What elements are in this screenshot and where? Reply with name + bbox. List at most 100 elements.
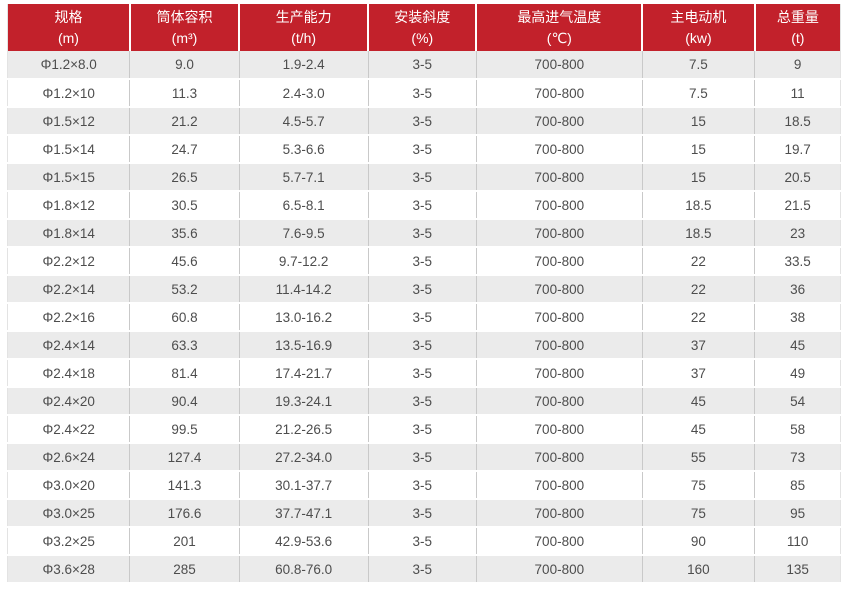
table-cell: 3-5 bbox=[368, 219, 477, 248]
table-cell: Φ3.0×25 bbox=[7, 499, 131, 528]
table-cell: 60.8-76.0 bbox=[239, 555, 369, 584]
table-cell: 24.7 bbox=[129, 135, 240, 164]
table-cell: Φ2.6×24 bbox=[7, 443, 131, 472]
table-cell: 201 bbox=[129, 527, 240, 556]
column-header-unit: (m³) bbox=[171, 29, 198, 46]
table-cell: 13.0-16.2 bbox=[239, 303, 369, 332]
table-cell: 3-5 bbox=[368, 359, 477, 388]
table-cell: 55 bbox=[642, 443, 756, 472]
table-row: Φ1.5×14 24.7 5.3-6.6 3-5 700-800 15 19.7 bbox=[7, 135, 841, 164]
column-header-5: 主电动机 (kw) bbox=[642, 4, 756, 51]
table-cell: 21.5 bbox=[754, 191, 841, 220]
column-header-2: 生产能力 (t/h) bbox=[239, 4, 370, 51]
table-cell: 3-5 bbox=[368, 443, 477, 472]
table-cell: 21.2 bbox=[129, 107, 240, 136]
table-cell: 73 bbox=[754, 443, 841, 472]
table-cell: 18.5 bbox=[642, 219, 756, 248]
column-header-label: 最高进气温度 bbox=[517, 9, 602, 26]
table-cell: 19.7 bbox=[754, 135, 841, 164]
table-cell: 37 bbox=[642, 359, 756, 388]
table-cell: 3-5 bbox=[368, 51, 477, 80]
table-cell: 38 bbox=[754, 303, 841, 332]
table-row: Φ2.4×14 63.3 13.5-16.9 3-5 700-800 37 45 bbox=[7, 331, 841, 360]
table-cell: 45 bbox=[642, 415, 756, 444]
table-cell: 141.3 bbox=[129, 471, 240, 500]
table-cell: 9.7-12.2 bbox=[239, 247, 369, 276]
table-cell: 3-5 bbox=[368, 555, 477, 584]
table-cell: Φ2.2×12 bbox=[7, 247, 131, 276]
table-cell: 23 bbox=[754, 219, 841, 248]
column-header-3: 安装斜度 (%) bbox=[368, 4, 478, 51]
table-cell: 700-800 bbox=[476, 415, 643, 444]
table-cell: 700-800 bbox=[476, 471, 643, 500]
table-cell: 5.7-7.1 bbox=[239, 163, 369, 192]
table-cell: 15 bbox=[642, 107, 756, 136]
table-cell: Φ1.5×12 bbox=[7, 107, 131, 136]
table-cell: 700-800 bbox=[476, 443, 643, 472]
table-cell: 700-800 bbox=[476, 387, 643, 416]
table-cell: Φ2.4×20 bbox=[7, 387, 131, 416]
column-header-unit: (t) bbox=[791, 29, 805, 46]
column-header-label: 主电动机 bbox=[670, 9, 727, 26]
table-cell: 37.7-47.1 bbox=[239, 499, 369, 528]
table-cell: 3-5 bbox=[368, 79, 477, 108]
table-cell: Φ1.2×10 bbox=[7, 79, 131, 108]
table-cell: 3-5 bbox=[368, 387, 477, 416]
table-cell: Φ2.4×18 bbox=[7, 359, 131, 388]
table-cell: 13.5-16.9 bbox=[239, 331, 369, 360]
table-cell: 285 bbox=[129, 555, 240, 584]
table-cell: 75 bbox=[642, 471, 756, 500]
table-cell: 95 bbox=[754, 499, 841, 528]
column-header-label: 生产能力 bbox=[275, 9, 332, 26]
table-cell: 110 bbox=[754, 527, 841, 556]
spec-table-body: Φ1.2×8.0 9.0 1.9-2.4 3-5 700-800 7.5 9 Φ1.2×10 1… bbox=[7, 51, 841, 584]
column-header-label: 总重量 bbox=[776, 9, 819, 26]
table-cell: 45 bbox=[642, 387, 756, 416]
table-row: Φ2.6×24 127.4 27.2-34.0 3-5 700-800 55 73 bbox=[7, 443, 841, 472]
table-cell: 700-800 bbox=[476, 527, 643, 556]
table-cell: 58 bbox=[754, 415, 841, 444]
table-row: Φ2.4×18 81.4 17.4-21.7 3-5 700-800 37 49 bbox=[7, 359, 841, 388]
column-header-unit: (%) bbox=[411, 29, 434, 46]
table-row: Φ2.2×12 45.6 9.7-12.2 3-5 700-800 22 33.5 bbox=[7, 247, 841, 276]
table-cell: 17.4-21.7 bbox=[239, 359, 369, 388]
table-cell: Φ1.8×12 bbox=[7, 191, 131, 220]
table-cell: 49 bbox=[754, 359, 841, 388]
table-cell: 135 bbox=[754, 555, 841, 584]
table-row: Φ1.8×14 35.6 7.6-9.5 3-5 700-800 18.5 23 bbox=[7, 219, 841, 248]
table-row: Φ1.2×10 11.3 2.4-3.0 3-5 700-800 7.5 11 bbox=[7, 79, 841, 108]
table-cell: 160 bbox=[642, 555, 756, 584]
table-cell: 18.5 bbox=[642, 191, 756, 220]
table-cell: 30.1-37.7 bbox=[239, 471, 369, 500]
table-cell: 11.4-14.2 bbox=[239, 275, 369, 304]
table-cell: 4.5-5.7 bbox=[239, 107, 369, 136]
table-cell: 53.2 bbox=[129, 275, 240, 304]
table-cell: 700-800 bbox=[476, 219, 643, 248]
table-row: Φ1.5×15 26.5 5.7-7.1 3-5 700-800 15 20.5 bbox=[7, 163, 841, 192]
table-row: Φ3.0×20 141.3 30.1-37.7 3-5 700-800 75 85 bbox=[7, 471, 841, 500]
table-cell: 19.3-24.1 bbox=[239, 387, 369, 416]
table-cell: Φ3.6×28 bbox=[7, 555, 131, 584]
table-cell: 3-5 bbox=[368, 471, 477, 500]
table-cell: 15 bbox=[642, 163, 756, 192]
table-cell: 3-5 bbox=[368, 275, 477, 304]
table-cell: 22 bbox=[642, 275, 756, 304]
table-cell: 700-800 bbox=[476, 163, 643, 192]
table-row: Φ1.2×8.0 9.0 1.9-2.4 3-5 700-800 7.5 9 bbox=[7, 51, 841, 80]
table-row: Φ3.0×25 176.6 37.7-47.1 3-5 700-800 75 95 bbox=[7, 499, 841, 528]
table-cell: 3-5 bbox=[368, 499, 477, 528]
column-header-4: 最高进气温度 (℃) bbox=[476, 4, 644, 51]
table-cell: 9.0 bbox=[129, 51, 240, 80]
table-cell: 700-800 bbox=[476, 191, 643, 220]
table-cell: 5.3-6.6 bbox=[239, 135, 369, 164]
table-cell: 3-5 bbox=[368, 331, 477, 360]
table-row: Φ2.4×22 99.5 21.2-26.5 3-5 700-800 45 58 bbox=[7, 415, 841, 444]
spec-table: 规格 (m) 筒体容积 (m³) 生产能力 (t/h) 安装斜度 (%) 最高进气温度 (℃) 主电… bbox=[7, 4, 841, 584]
table-cell: Φ2.4×14 bbox=[7, 331, 131, 360]
column-header-label: 规格 bbox=[54, 9, 83, 26]
column-header-unit: (℃) bbox=[546, 29, 572, 46]
table-cell: 700-800 bbox=[476, 359, 643, 388]
table-cell: 22 bbox=[642, 247, 756, 276]
table-cell: 7.5 bbox=[642, 79, 756, 108]
table-cell: 6.5-8.1 bbox=[239, 191, 369, 220]
